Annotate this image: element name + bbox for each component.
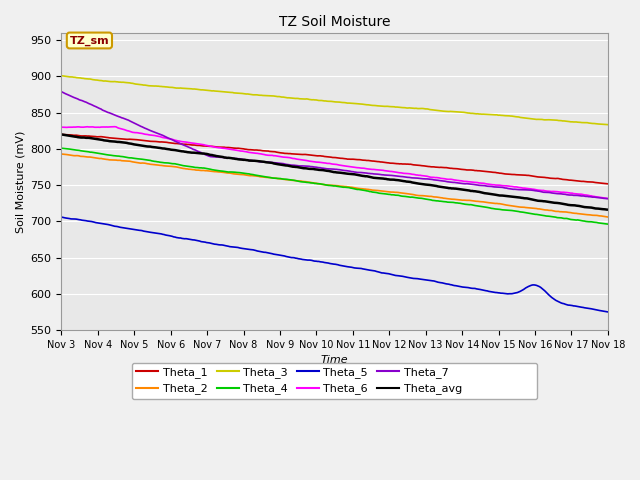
Theta_4 [58,145,65,151]
Theta_6 [453,178,461,183]
Theta_3 [124,80,131,85]
Theta_2 [58,151,65,157]
Theta_1 [58,132,65,137]
Theta_6 [125,128,132,134]
Theta_2 [452,197,460,203]
Theta_7 [124,117,131,122]
Theta_3 [604,122,612,128]
Line: Theta_2: Theta_2 [61,154,608,217]
Theta_avg [604,207,612,213]
Theta_3 [236,90,243,96]
Line: Theta_3: Theta_3 [61,76,608,125]
Legend: Theta_1, Theta_2, Theta_3, Theta_4, Theta_5, Theta_6, Theta_7, Theta_avg, , , , : Theta_1, Theta_2, Theta_3, Theta_4, Thet… [132,363,538,399]
Theta_4 [401,193,409,199]
Theta_2 [401,191,409,196]
Theta_4 [452,200,460,206]
Line: Theta_1: Theta_1 [61,134,608,184]
Theta_1 [274,149,282,155]
X-axis label: Time: Time [321,355,348,365]
Theta_7 [236,156,243,162]
Theta_1 [236,145,243,151]
Title: TZ Soil Moisture: TZ Soil Moisture [279,15,390,29]
Theta_1 [454,166,462,172]
Theta_avg [274,161,282,167]
Theta_5 [454,283,462,289]
Theta_5 [452,283,460,288]
Theta_6 [58,124,65,130]
Theta_7 [274,160,282,166]
Theta_avg [58,132,65,137]
Theta_6 [604,195,612,201]
Theta_7 [401,174,409,180]
Theta_4 [274,176,282,181]
Line: Theta_7: Theta_7 [61,92,608,199]
Theta_1 [604,181,612,187]
Theta_avg [124,140,131,146]
Theta_6 [237,148,244,154]
Theta_5 [58,214,65,220]
Theta_5 [236,245,243,251]
Theta_5 [124,226,131,231]
Theta_7 [452,180,460,185]
Line: Theta_5: Theta_5 [61,217,608,312]
Line: Theta_6: Theta_6 [61,127,608,198]
Text: TZ_sm: TZ_sm [70,36,109,46]
Theta_avg [236,156,243,162]
Theta_3 [454,109,462,115]
Theta_1 [401,161,409,167]
Theta_4 [604,221,612,227]
Theta_2 [236,171,243,177]
Theta_4 [454,200,462,206]
Theta_7 [454,180,462,186]
Theta_7 [58,89,65,95]
Y-axis label: Soil Moisture (mV): Soil Moisture (mV) [15,131,25,233]
Theta_2 [274,176,282,181]
Theta_3 [401,105,409,110]
Theta_5 [401,274,409,280]
Theta_4 [124,155,131,160]
Theta_1 [452,166,460,171]
Theta_6 [456,178,464,184]
Theta_7 [604,196,612,202]
Theta_2 [124,158,131,164]
Theta_avg [401,179,409,184]
Theta_3 [274,94,282,99]
Theta_avg [454,186,462,192]
Theta_6 [275,154,283,159]
Theta_5 [274,252,282,258]
Theta_6 [403,171,410,177]
Theta_1 [124,136,131,142]
Line: Theta_4: Theta_4 [61,148,608,224]
Theta_2 [604,214,612,220]
Theta_4 [236,170,243,176]
Theta_2 [454,197,462,203]
Theta_avg [452,186,460,192]
Theta_6 [111,124,118,130]
Theta_5 [604,309,612,315]
Theta_3 [452,109,460,115]
Line: Theta_avg: Theta_avg [61,134,608,210]
Theta_3 [58,73,65,79]
